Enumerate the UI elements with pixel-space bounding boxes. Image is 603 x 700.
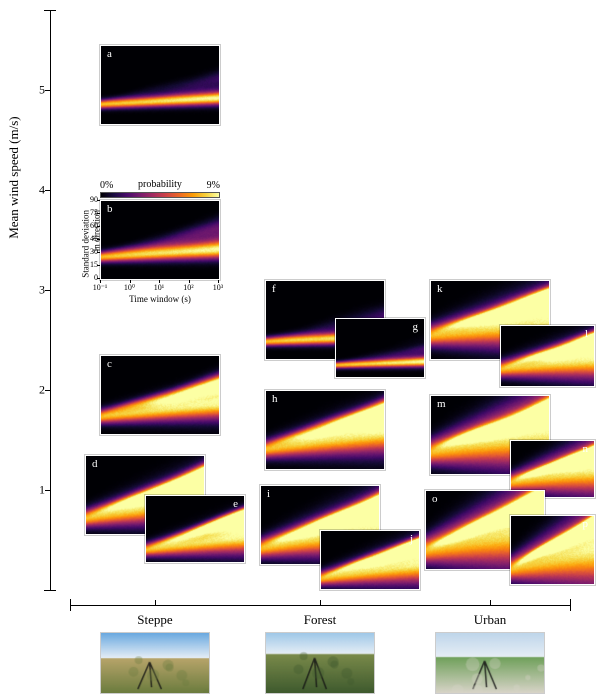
panel-label-m: m	[437, 398, 446, 410]
panel-a: a	[100, 45, 220, 125]
y-axis-title: Mean wind speed (m/s)	[6, 116, 22, 238]
inset-x-tick-3: 10²	[183, 283, 193, 292]
panel-label-e: e	[233, 498, 238, 510]
panel-label-f: f	[272, 283, 276, 295]
colorbar-title: probability	[138, 179, 182, 190]
panel-l: l	[500, 325, 595, 387]
inset-x-title: Time window (s)	[129, 294, 191, 304]
panel-j: j	[320, 530, 420, 590]
inset-y-tick-0: 0	[80, 273, 98, 282]
y-tick-4: 4	[39, 183, 45, 198]
panel-label-d: d	[92, 458, 98, 470]
x-label-urban: Urban	[474, 612, 507, 628]
colorbar: 0%9%probability	[100, 192, 220, 198]
inset-y-tick-45: 45	[80, 234, 98, 243]
colorbar-min: 0%	[100, 180, 113, 191]
y-tick-5: 5	[39, 83, 45, 98]
panel-label-a: a	[107, 48, 112, 60]
panel-label-i: i	[267, 488, 270, 500]
panel-label-k: k	[437, 283, 443, 295]
panel-e: e	[145, 495, 245, 563]
panel-label-g: g	[413, 321, 419, 333]
inset-x-tick-4: 10³	[213, 283, 223, 292]
panel-c: c	[100, 355, 220, 435]
inset-x-tick-1: 10⁰	[124, 283, 135, 292]
panel-b: b	[100, 200, 220, 280]
panel-label-l: l	[585, 328, 588, 340]
inset-y-tick-75: 75	[80, 208, 98, 217]
panel-p: p	[510, 515, 595, 585]
panel-label-o: o	[432, 493, 438, 505]
inset-x-tick-2: 10¹	[154, 283, 164, 292]
inset-y-tick-30: 30	[80, 247, 98, 256]
x-label-steppe: Steppe	[137, 612, 172, 628]
panel-h: h	[265, 390, 385, 470]
colorbar-max: 9%	[207, 180, 220, 191]
panel-label-n: n	[583, 443, 589, 455]
panel-label-h: h	[272, 393, 278, 405]
photo-urban	[435, 632, 545, 694]
photo-forest	[265, 632, 375, 694]
inset-y-tick-90: 90	[80, 195, 98, 204]
inset-y-tick-15: 15	[80, 260, 98, 269]
y-tick-2: 2	[39, 383, 45, 398]
panel-label-b: b	[107, 203, 113, 215]
y-tick-1: 1	[39, 483, 45, 498]
inset-y-tick-60: 60	[80, 221, 98, 230]
photo-steppe	[100, 632, 210, 694]
inset-x-tick-0: 10⁻¹	[93, 283, 108, 292]
panel-g: g	[335, 318, 425, 378]
panel-label-j: j	[410, 533, 413, 545]
x-label-forest: Forest	[304, 612, 337, 628]
panel-label-c: c	[107, 358, 112, 370]
panel-label-p: p	[583, 518, 589, 530]
y-tick-3: 3	[39, 283, 45, 298]
